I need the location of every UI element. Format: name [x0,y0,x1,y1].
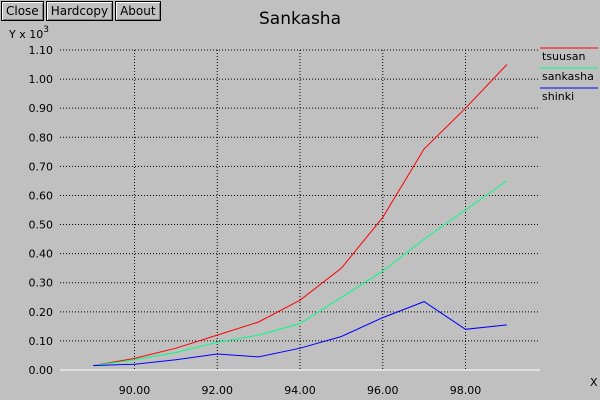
legend-label-shinki: shinki [542,90,574,103]
toolbar: Close Hardcopy About [1,1,161,21]
y-tick-label: 0.80 [29,131,54,144]
y-axis-label-text: Y x 10 [8,28,43,41]
close-button[interactable]: Close [1,1,44,21]
y-tick-label: 0.20 [29,306,54,319]
series-line-tsuusan [93,64,508,367]
y-tick-label: 1.00 [29,73,54,86]
y-tick-label: 0.90 [29,102,54,115]
legend-label-sankasha: sankasha [542,70,594,83]
x-tick-label: 90.00 [119,384,151,397]
y-tick-label: 0.60 [29,189,54,202]
legend-label-tsuusan: tsuusan [542,50,585,63]
about-button[interactable]: About [115,1,161,21]
y-tick-label: 0.50 [29,219,54,232]
x-tick-label: 92.00 [201,384,233,397]
hardcopy-button[interactable]: Hardcopy [45,1,114,21]
y-tick-label: 1.10 [29,44,54,57]
y-tick-label: 0.00 [29,364,54,377]
x-tick-label: 94.00 [284,384,316,397]
x-axis-label: X [590,376,598,389]
series-line-sankasha [93,180,508,367]
series-line-shinki [93,301,507,367]
legend: tsuusan sankasha shinki [540,47,598,103]
x-tick-label: 96.00 [367,384,399,397]
y-tick-label: 0.10 [29,335,54,348]
y-tick-label: 0.40 [29,248,54,261]
y-tick-label: 0.30 [29,277,54,290]
grid-lines [60,49,540,371]
y-axis-label: Y x 103 [8,25,49,41]
chart-title: Sankasha [259,9,341,29]
y-tick-label: 0.70 [29,160,54,173]
x-tick-label: 98.00 [450,384,482,397]
series-lines [93,64,508,367]
y-axis-label-exponent: 3 [43,25,49,35]
tick-labels: 0.00 0.10 0.20 0.30 0.40 0.50 0.60 0.70 0.80 0.90… [29,44,482,397]
